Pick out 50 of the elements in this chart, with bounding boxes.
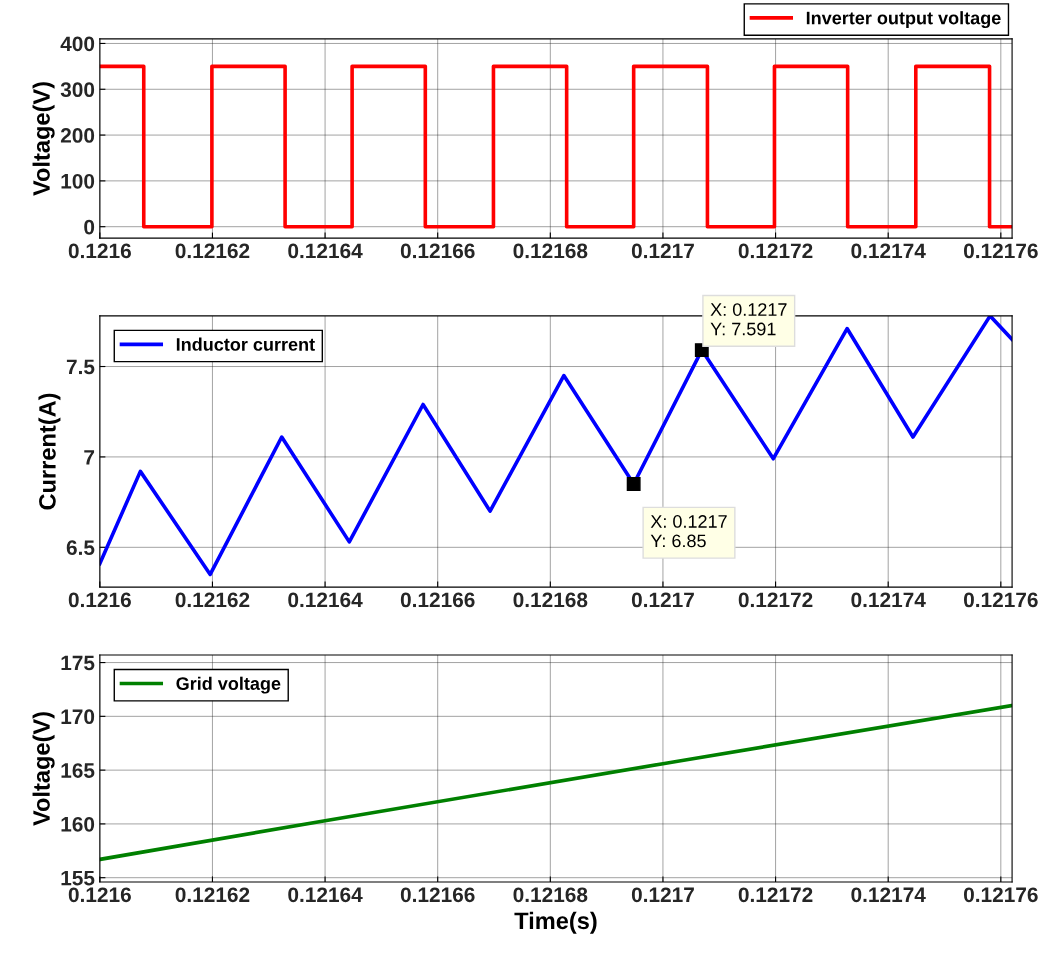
- x-tick-label: 0.12172: [738, 243, 813, 259]
- x-tick-label: 0.1217: [631, 887, 694, 903]
- y-tick-label: 200: [60, 128, 95, 143]
- x-tick-label: 0.12174: [851, 592, 926, 608]
- legend-label: Inverter output voltage: [806, 11, 1001, 29]
- y-tick-label: 155: [61, 870, 95, 886]
- x-tick-label: 0.12174: [851, 887, 926, 903]
- y-tick-label: 7.5: [66, 359, 95, 375]
- y-tick-label: 7: [84, 450, 95, 465]
- x-tick-label: 0.1216: [68, 887, 131, 903]
- x-tick-label: 0.12168: [513, 592, 588, 608]
- y-tick-label: 100: [61, 173, 95, 189]
- x-tick-label: 0.12166: [400, 592, 475, 608]
- y-axis-title: Current(A): [38, 393, 61, 510]
- x-tick-label: 0.12162: [175, 592, 250, 608]
- y-tick-label: 175: [61, 655, 95, 671]
- y-tick-label: 0: [84, 219, 95, 235]
- x-tick-label: 0.12164: [288, 592, 363, 608]
- x-tick-label: 0.12172: [738, 887, 813, 903]
- x-tick-label: 0.12176: [964, 243, 1038, 259]
- x-tick-label: 0.12174: [851, 243, 926, 259]
- annotation: X: 0.1217 Y: 7.591: [710, 303, 787, 336]
- line-series: [99, 703, 1013, 862]
- x-tick-label: 0.12176: [964, 592, 1038, 608]
- y-axis-title: Voltage(V): [32, 712, 55, 826]
- x-tick-label: 0.12162: [175, 243, 250, 259]
- x-tick-label: 0.12164: [288, 243, 363, 259]
- y-tick-label: 165: [61, 763, 95, 778]
- legend-label: Grid voltage: [176, 676, 281, 694]
- x-tick-label: 0.1217: [631, 243, 694, 259]
- y-tick-label: 300: [60, 82, 95, 98]
- x-tick-label: 0.12168: [513, 243, 588, 259]
- x-tick-label: 0.12166: [400, 243, 475, 259]
- x-tick-label: 0.12172: [738, 592, 813, 608]
- x-tick-label: 0.12176: [964, 887, 1038, 903]
- x-axis-title: Time(s): [514, 911, 597, 934]
- annotation: X: 0.1217 Y: 6.85: [650, 515, 727, 548]
- x-tick-label: 0.1217: [631, 592, 694, 608]
- y-axis-title: Voltage(V): [32, 82, 55, 196]
- y-tick-label: 160: [61, 816, 95, 832]
- x-tick-label: 0.12166: [400, 887, 475, 903]
- y-tick-label: 6.5: [66, 540, 95, 556]
- y-tick-label: 170: [61, 709, 95, 725]
- x-tick-label: 0.1216: [68, 592, 131, 608]
- x-tick-label: 0.12162: [175, 887, 250, 903]
- x-tick-label: 0.12168: [513, 887, 588, 903]
- x-tick-label: 0.1216: [68, 243, 131, 259]
- y-tick-label: 400: [60, 36, 95, 52]
- legend-label: Inductor current: [176, 337, 315, 351]
- x-tick-label: 0.12164: [288, 887, 363, 903]
